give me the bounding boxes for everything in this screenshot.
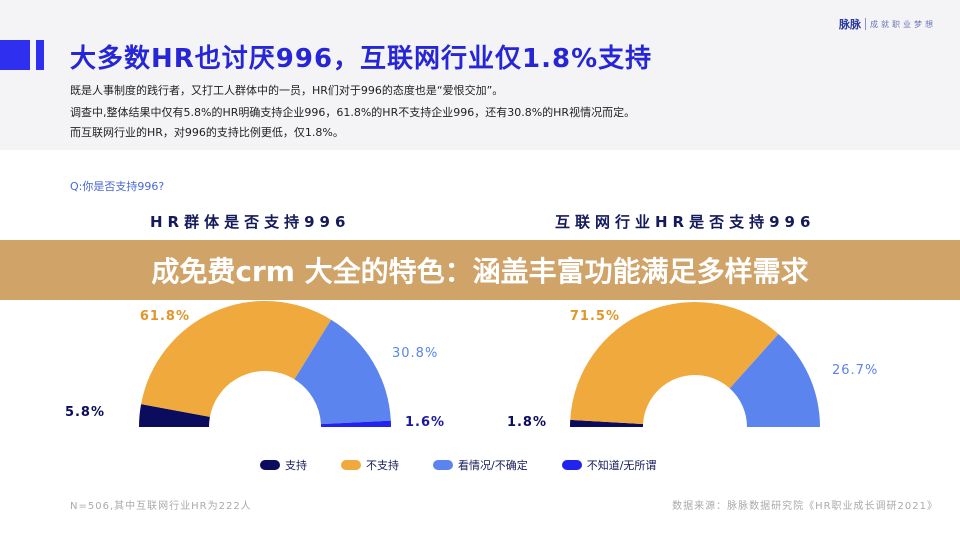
legend-swatch: [341, 460, 361, 470]
tagline: 成就职业梦想: [870, 19, 936, 29]
question: Q:你是否支持996?: [70, 180, 165, 193]
legend-label: 看情况/不确定: [458, 459, 528, 472]
donut-segment: [294, 319, 391, 425]
legend-item: 支持: [260, 457, 307, 473]
legend-swatch: [561, 460, 582, 470]
data-label: 61.8%: [140, 309, 190, 324]
donut-segment: [570, 302, 779, 425]
data-label: 26.7%: [832, 363, 878, 378]
banner-text: 成免费crm 大全的特色：涵盖丰富功能满足多样需求: [151, 255, 809, 288]
data-label: 30.8%: [392, 346, 438, 361]
legend-item: 不知道/无所谓: [561, 457, 657, 473]
legend: 支持 不支持 看情况/不确定 不知道/无所谓: [260, 457, 656, 473]
desc-line: 而互联网行业的HR，对996的支持比例更低，仅1.8%。: [70, 126, 344, 139]
accent-block: [0, 40, 30, 70]
donut-segment: [139, 404, 210, 427]
sample-note: N=506,其中互联网行业HR为222人: [70, 501, 252, 512]
legend-item: 不支持: [341, 457, 399, 473]
data-label: 5.8%: [65, 405, 105, 420]
accent-bar: [36, 40, 44, 70]
donut-segment: [729, 334, 820, 427]
desc-line: 调查中,整体结果中仅有5.8%的HR明确支持企业996，61.8%的HR不支持企…: [70, 106, 636, 119]
legend-item: 看情况/不确定: [433, 457, 528, 473]
overlay-banner: 成免费crm 大全的特色：涵盖丰富功能满足多样需求: [0, 240, 960, 300]
legend-swatch: [433, 460, 453, 470]
chart-title-2: 互联网行业HR是否支持996: [555, 213, 816, 231]
desc-line: 既是人事制度的践行者，又打工人群体中的一员，HR们对于996的态度也是“爱恨交加…: [70, 84, 504, 97]
legend-label: 不知道/无所谓: [586, 459, 657, 472]
logo-text: 脉脉: [839, 18, 861, 31]
legend-label: 不支持: [366, 459, 399, 472]
brand-logo: 脉脉 成就职业梦想: [839, 16, 936, 32]
data-source: 数据来源：脉脉数据研究院《HR职业成长调研2021》: [672, 501, 938, 512]
chart-title-1: HR群体是否支持996: [150, 213, 351, 231]
header-band: [0, 0, 960, 150]
data-label: 71.5%: [570, 309, 620, 324]
legend-swatch: [260, 460, 280, 470]
data-label: 1.8%: [507, 415, 547, 430]
data-label: 1.6%: [405, 415, 445, 430]
donut-segment: [320, 420, 391, 427]
donut-segment: [141, 301, 332, 417]
page-title: 大多数HR也讨厌996，互联网行业仅1.8%支持: [70, 44, 653, 74]
legend-label: 支持: [285, 459, 307, 472]
donut-segment: [570, 419, 644, 427]
